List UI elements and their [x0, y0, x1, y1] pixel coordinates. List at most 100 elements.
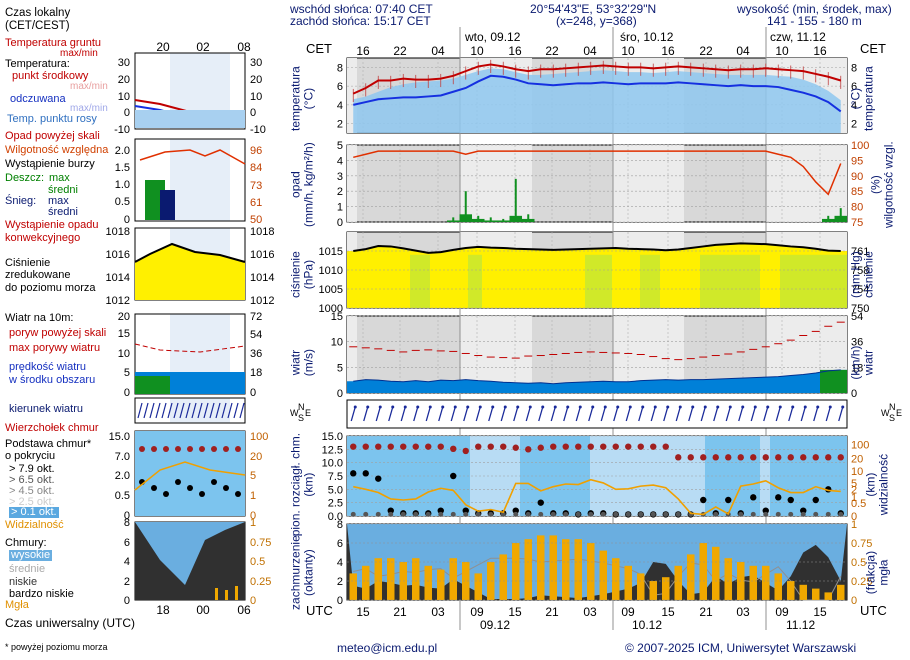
legend-okt65: > 6.5 okt.	[9, 474, 55, 486]
wind-arrow-27	[688, 406, 694, 422]
precip-max-bar-13	[514, 178, 517, 222]
cet-tick-8: 16	[661, 44, 675, 58]
wind-arrow-36	[800, 406, 806, 422]
precip-max-bar-9	[464, 191, 467, 222]
compass-s-left: S	[298, 413, 305, 423]
cloud-base-low-29	[713, 511, 719, 517]
axis-title-wind-right: (km/h) wiatr	[848, 345, 875, 380]
precip-mean-bar-11	[484, 220, 497, 222]
compass-n-left: N	[298, 402, 305, 412]
coordinates: 20°54'43"E, 53°32'29"N	[530, 2, 657, 16]
cloud-base-dot-37	[812, 496, 819, 504]
cloud-base-dot-33	[762, 507, 769, 514]
wind-arrow-head-13	[516, 405, 520, 409]
fog-right-tick-2: 0.5	[851, 557, 866, 569]
utc-tick-1: 21	[393, 605, 407, 619]
legend-precip-above: Opad powyżej skali	[5, 130, 100, 142]
precip-mean-bar-14	[522, 218, 535, 222]
cloud-top-dot-6	[425, 443, 432, 450]
cloud-base-dot-32	[750, 494, 757, 501]
cloud-base-low-23	[638, 511, 644, 517]
cloud-base-low-35	[788, 511, 794, 517]
fog-bar-15	[537, 535, 545, 600]
wind-arrow-20	[600, 406, 606, 422]
wind-arrow-2	[375, 406, 381, 422]
fog-bar-21	[612, 558, 620, 600]
elevation-values: 141 - 155 - 180 m	[767, 14, 862, 28]
wind-arrow-13	[513, 406, 519, 422]
fog-bar-38	[824, 592, 832, 600]
utc-tick-11: 09	[775, 605, 789, 619]
wind-arrow-head-8	[453, 405, 457, 409]
contact-email[interactable]: meteo@icm.edu.pl	[337, 641, 438, 655]
legend-temp-maxmin: max/min	[70, 81, 108, 92]
cet-tick-6: 04	[583, 44, 597, 58]
legend-cloud-base: Podstawa chmur*	[5, 438, 92, 450]
cloud-top-dot-27	[687, 454, 694, 461]
cloud-base-low-14	[525, 511, 531, 517]
wind-speed-line	[353, 369, 841, 385]
cet-label-left: CET	[306, 41, 332, 56]
compass-n-right: N	[889, 402, 896, 412]
vis-right-tick-0: 0	[851, 511, 857, 523]
cloud-top-dot-3	[387, 443, 394, 450]
utc-tick-0: 15	[356, 605, 370, 619]
cloud-left-tick-1: 2.5	[328, 498, 343, 510]
press-right-tick-1: 754	[851, 284, 869, 296]
fog-bar-8	[449, 558, 457, 600]
fog-bar-22	[624, 565, 632, 600]
fog-bar-26	[674, 565, 682, 600]
precip-left-tick-1: 1	[337, 202, 343, 214]
legend-rain-max: max	[49, 172, 70, 184]
legend-perceived: odczuwana	[10, 93, 66, 105]
cloud-top-dot-36	[800, 454, 807, 461]
cloud-top-dot-31	[737, 454, 744, 461]
cloud-base-low-22	[625, 511, 631, 517]
wind-arrow-head-16	[553, 405, 557, 409]
cloud-top-dot-13	[512, 444, 519, 451]
fog-bar-9	[462, 562, 470, 600]
vis-right-tick-1: 0.5	[851, 498, 866, 510]
precip-max-bar-14	[527, 214, 530, 222]
precip-max-bar-39	[839, 208, 842, 222]
pressure-green-3	[640, 254, 660, 308]
cloud-left-tick-3: 7.5	[328, 471, 343, 483]
day-band-wind-0	[347, 316, 357, 393]
cloud-base-low-36	[800, 511, 806, 517]
wind-left-tick-1: 5	[337, 362, 343, 374]
pressure-green-0	[410, 254, 430, 308]
legend-temp-mid: punkt środkowy	[12, 70, 89, 82]
legend-dewpoint: Temp. punktu rosy	[7, 113, 97, 125]
cloud-left-tick-4: 10.0	[322, 458, 343, 470]
cloud-base-low-32	[750, 511, 756, 517]
wind-arrow-15	[538, 406, 544, 422]
legend-cloud-mid: średnie	[9, 563, 46, 575]
fog-bar-5	[412, 558, 420, 600]
wind-arrow-head-12	[503, 405, 507, 409]
vis-right-tick-2: 1	[851, 492, 857, 504]
humidity-right-tick-5: 100	[851, 140, 869, 152]
press-left-tick-2: 1010	[319, 265, 343, 277]
fog-bar-2	[374, 558, 382, 600]
wind-arrow-head-17	[566, 405, 570, 409]
legend-ground-temp-maxmin: max/min	[60, 48, 98, 59]
fog-bar-37	[812, 588, 820, 600]
wind-arrow-head-25	[666, 405, 670, 409]
wind-right-tick-0: 0	[851, 388, 857, 400]
cloud-top-dot-37	[812, 454, 819, 461]
wind-arrow-head-37	[816, 405, 820, 409]
grid-point: (x=248, y=368)	[556, 14, 637, 28]
legend-okt45: > 4.5 okt.	[9, 485, 55, 497]
vis-right-tick-6: 20	[851, 453, 863, 465]
cloud-top-dot-39	[837, 454, 844, 461]
cloud-base-dot-15	[537, 499, 544, 506]
precip-mean-bar-10	[472, 218, 485, 222]
fog-bar-11	[487, 562, 495, 600]
cloud-base-low-6	[425, 511, 431, 517]
cloud-base-dot-7	[437, 507, 444, 514]
legend-pressure-2: zredukowane	[5, 269, 71, 281]
cet-tick-3: 10	[470, 44, 484, 58]
utc-tick-8: 15	[661, 605, 675, 619]
sunrise-info: wschód słońca: 07:40 CET	[290, 2, 433, 16]
compass-w-right: W	[881, 408, 890, 418]
